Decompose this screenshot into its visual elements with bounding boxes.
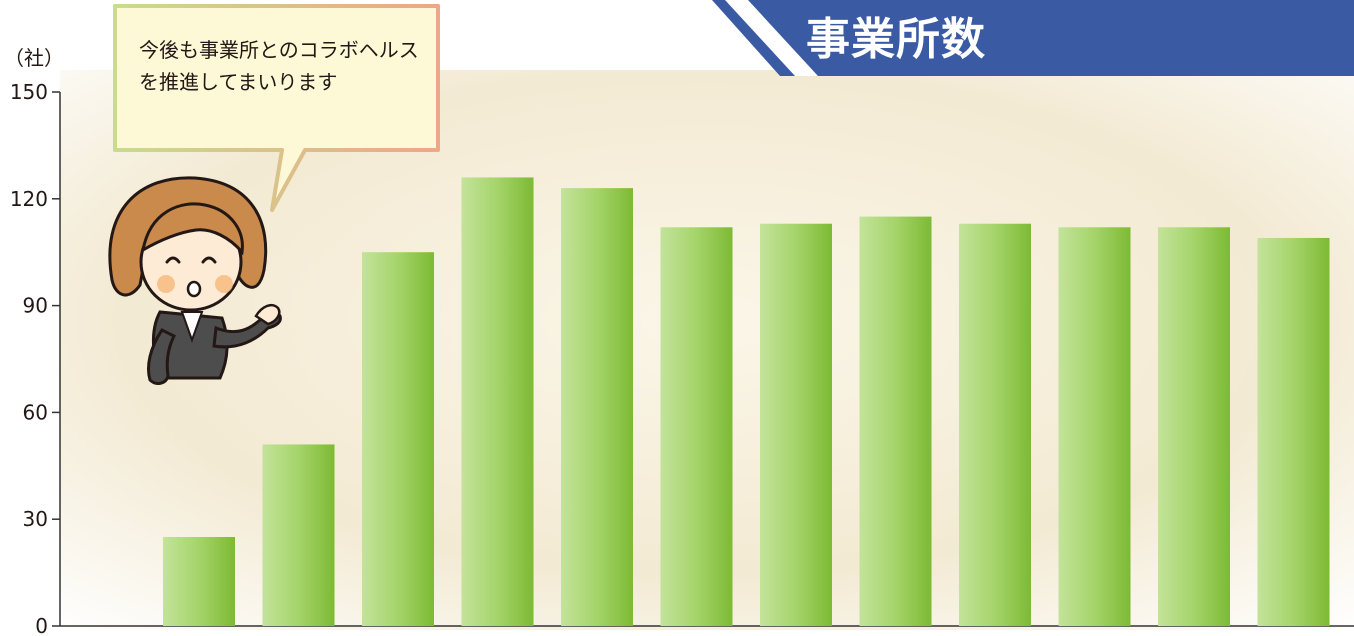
- y-tick-label: 150: [10, 80, 48, 104]
- bar: [163, 537, 235, 626]
- y-tick-label: 90: [23, 294, 48, 318]
- y-tick-label: 0: [35, 614, 48, 636]
- bar: [362, 252, 434, 626]
- bar: [561, 188, 633, 626]
- y-tick-label: 30: [23, 507, 48, 531]
- y-axis-label: （社）: [4, 46, 64, 70]
- bar: [1158, 227, 1230, 626]
- bar: [859, 216, 932, 626]
- chart-title: 事業所数: [806, 14, 986, 65]
- title-banner: [712, 0, 1354, 76]
- bar: [461, 177, 534, 626]
- bar: [660, 227, 733, 626]
- bar: [262, 444, 335, 626]
- bar: [760, 223, 832, 626]
- bar: [1257, 237, 1330, 626]
- speech-bubble: [113, 4, 440, 212]
- bar: [1058, 227, 1131, 626]
- y-tick-label: 120: [10, 187, 48, 211]
- y-tick-label: 60: [23, 400, 48, 424]
- woman-in-suit-pointing-illustration: [108, 176, 282, 385]
- speech-bubble-text: 今後も事業所とのコラボヘルスを推進してまいります: [139, 38, 419, 94]
- bar: [959, 223, 1031, 626]
